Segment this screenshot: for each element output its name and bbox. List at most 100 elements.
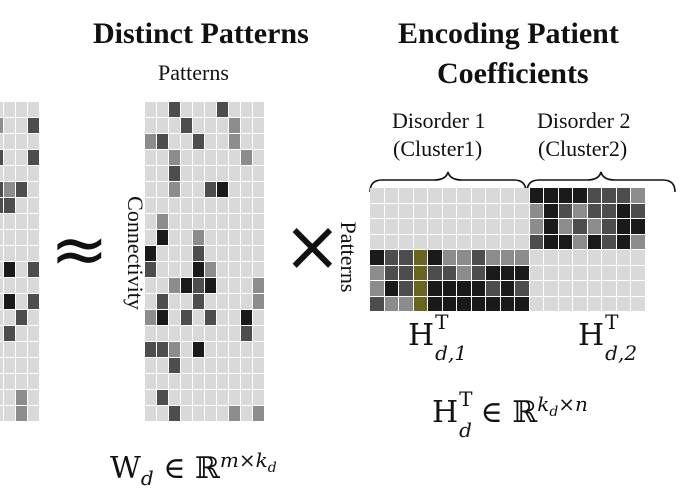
matrix-cell [631,281,645,296]
matrix-cell [181,166,192,181]
matrix-cell [193,294,204,309]
matrix-cell [229,182,240,197]
matrix-cell [241,118,252,133]
matrix-cell [28,342,39,357]
matrix-cell [16,150,27,165]
matrix-cell [229,358,240,373]
matrix-cell [573,296,587,311]
matrix-cell [16,358,27,373]
matrix-cell [181,102,192,117]
matrix-cell [253,358,264,373]
matrix-cell [169,294,180,309]
matrix-cell [169,326,180,341]
matrix-cell [428,188,442,203]
matrix-cell [241,134,252,149]
matrix-cell [0,374,3,389]
matrix-cell [529,296,543,311]
matrix-cell [145,230,156,245]
matrix-cell [145,262,156,277]
matrix-cell [205,182,216,197]
matrix-cell [217,374,228,389]
matrix-cell [515,281,529,296]
matrix-cell [217,198,228,213]
matrix-cell [253,278,264,293]
matrix-cell [181,278,192,293]
matrix-cell [573,219,587,234]
matrix-cell [169,310,180,325]
matrix-cell [253,390,264,405]
matrix-cell [193,390,204,405]
matrix-cell [253,374,264,389]
encoding-title-line1: Encoding Patient [398,17,619,50]
matrix-cell [384,265,398,280]
matrix-cell [370,250,384,265]
matrix-cell [4,406,15,421]
matrix-cell [16,102,27,117]
matrix-cell [217,166,228,181]
cluster1-brace [369,171,527,193]
data-matrix-partial [0,102,39,421]
matrix-cell [28,118,39,133]
matrix-cell [229,310,240,325]
matrix-cell [193,310,204,325]
matrix-cell [587,265,601,280]
matrix-cell [0,230,3,245]
matrix-cell [157,134,168,149]
matrix-cell [181,374,192,389]
matrix-cell [500,188,514,203]
matrix-cell [193,262,204,277]
matrix-cell [16,246,27,261]
matrix-cell [157,326,168,341]
matrix-cell [457,250,471,265]
matrix-cell [145,102,156,117]
matrix-cell [4,198,15,213]
w-d-equation: Wd ∈ ℝm×kd [110,448,277,490]
matrix-cell [4,166,15,181]
matrix-cell [500,265,514,280]
matrix-cell [157,374,168,389]
matrix-cell [28,262,39,277]
matrix-cell [205,406,216,421]
matrix-cell [616,234,630,249]
matrix-cell [587,203,601,218]
matrix-cell [428,250,442,265]
matrix-cell [253,326,264,341]
matrix-cell [193,342,204,357]
matrix-cell [253,118,264,133]
matrix-cell [145,374,156,389]
matrix-cell [370,281,384,296]
matrix-cell [28,182,39,197]
matrix-cell [205,230,216,245]
matrix-cell [442,265,456,280]
matrix-cell [544,281,558,296]
matrix-cell [558,188,572,203]
matrix-cell [16,406,27,421]
matrix-cell [193,230,204,245]
matrix-cell [205,374,216,389]
matrix-cell [181,246,192,261]
matrix-cell [229,150,240,165]
matrix-cell [229,214,240,229]
matrix-cell [241,246,252,261]
matrix-cell [399,234,413,249]
matrix-cell [442,203,456,218]
matrix-cell [370,188,384,203]
matrix-cell [229,342,240,357]
matrix-cell [193,278,204,293]
matrix-cell [253,246,264,261]
matrix-cell [205,262,216,277]
matrix-cell [28,230,39,245]
cluster2-sub: (Cluster2) [538,136,628,161]
matrix-cell [500,219,514,234]
matrix-cell [558,265,572,280]
matrix-cell [229,262,240,277]
matrix-cell [145,310,156,325]
matrix-cell [217,310,228,325]
matrix-cell [500,296,514,311]
matrix-cell [616,296,630,311]
matrix-cell [587,219,601,234]
matrix-cell [157,262,168,277]
matrix-cell [253,230,264,245]
matrix-cell [587,188,601,203]
